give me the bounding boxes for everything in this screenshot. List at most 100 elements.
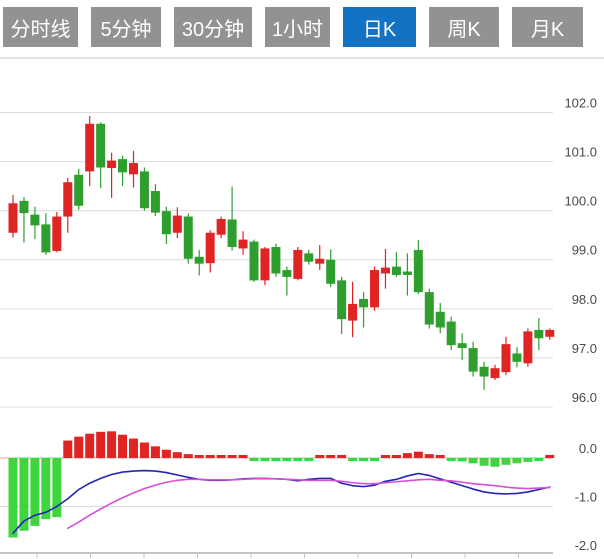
macd-bar [216,455,226,458]
candle-body [96,123,106,168]
candle-body [8,203,18,233]
macd-bar [501,458,511,465]
macd-gridlines [0,457,553,558]
macd-bar [282,458,292,461]
macd-bar [348,458,358,461]
macd-bar [52,458,62,518]
macd-bar [534,458,544,461]
candle-body [501,344,511,373]
macd-bar [227,455,237,458]
macd-bar [304,458,314,461]
candle-body [139,171,149,209]
candle-body [326,259,336,284]
candle-body [523,331,533,364]
candle-body [260,248,270,281]
macd-bar [490,458,500,467]
macd-bar [435,455,445,458]
macd-bar [468,458,478,464]
candle-body [315,258,325,264]
macd-histogram [8,431,555,538]
candle-body [490,368,500,379]
macd-bar [63,440,73,458]
candle-body [63,182,73,217]
macd-axis-labels: 0.0 -1.0 -2.0 [575,441,597,553]
candle-body [304,253,314,262]
tab-5分钟[interactable]: 5分钟 [91,7,161,47]
macd-bar [402,453,412,458]
candle-body [413,249,423,293]
macd-bar [183,454,193,458]
candle-body [402,271,412,275]
tab-周K[interactable]: 周K [429,7,499,47]
tab-30分钟[interactable]: 30分钟 [174,7,252,47]
tab-日K[interactable]: 日K [343,7,416,47]
macd-bar [85,433,95,458]
macd-tick-label: -1.0 [575,490,597,505]
candle-body [282,270,292,277]
macd-bar [545,455,555,458]
macd-bar [139,442,149,458]
candle-body [52,216,62,251]
price-tick-label: 102.0 [564,96,597,111]
macd-bar [150,446,160,458]
candle-body [534,329,544,339]
price-tick-label: 99.0 [572,243,597,258]
timeframe-tabbar: 分时线 5分钟 30分钟 1小时 日K 周K 月K [3,7,583,47]
macd-bar [380,455,390,458]
price-tick-label: 97.0 [572,341,597,356]
candle-body [249,241,259,281]
macd-bar [359,458,369,461]
macd-bar [479,458,489,466]
price-tick-label: 101.0 [564,145,597,160]
macd-bar [457,458,467,462]
macd-bar [424,454,434,458]
candle-body [129,163,139,175]
macd-bar [238,455,248,458]
candle-body [161,211,171,235]
candle-body [545,329,555,337]
candle-body [227,219,237,247]
tab-月K[interactable]: 月K [512,7,583,47]
candle-body [74,174,84,206]
macd-bar [413,451,423,458]
candle-body [172,215,182,233]
macd-bar [118,434,128,458]
macd-bar [523,458,533,462]
macd-bar [107,431,117,458]
macd-bar [260,458,270,461]
macd-bar [370,458,380,461]
tab-分时线[interactable]: 分时线 [3,7,78,47]
dif-line [12,469,551,534]
candle-body [512,353,522,362]
candle-body [391,266,401,275]
candle-body [205,232,215,264]
tab-1小时[interactable]: 1小时 [265,7,330,47]
candle-body [271,246,281,274]
macd-bar [96,431,106,458]
candle-body [479,366,489,377]
price-tick-label: 98.0 [572,292,597,307]
candle-body [380,267,390,274]
macd-bar [41,458,51,520]
price-axis-labels: 102.0 101.0 100.0 99.0 98.0 97.0 96.0 [564,96,597,405]
macd-lines [12,469,551,534]
candle-body [359,299,369,308]
candle-body [435,311,445,328]
macd-bar [129,438,139,458]
candle-body [370,270,380,308]
macd-bar [161,449,171,458]
macd-bar [205,455,215,458]
candle-body [150,191,160,213]
macd-bar [315,455,325,458]
macd-bar [337,455,347,458]
candle-body [348,303,358,321]
macd-bar [19,458,29,531]
dea-line [66,478,551,530]
candle-body [194,256,204,264]
candle-body [446,321,456,346]
macd-bar [8,458,18,538]
price-tick-label: 96.0 [572,390,597,405]
macd-bar [249,458,259,461]
macd-tick-label: -2.0 [575,538,597,553]
